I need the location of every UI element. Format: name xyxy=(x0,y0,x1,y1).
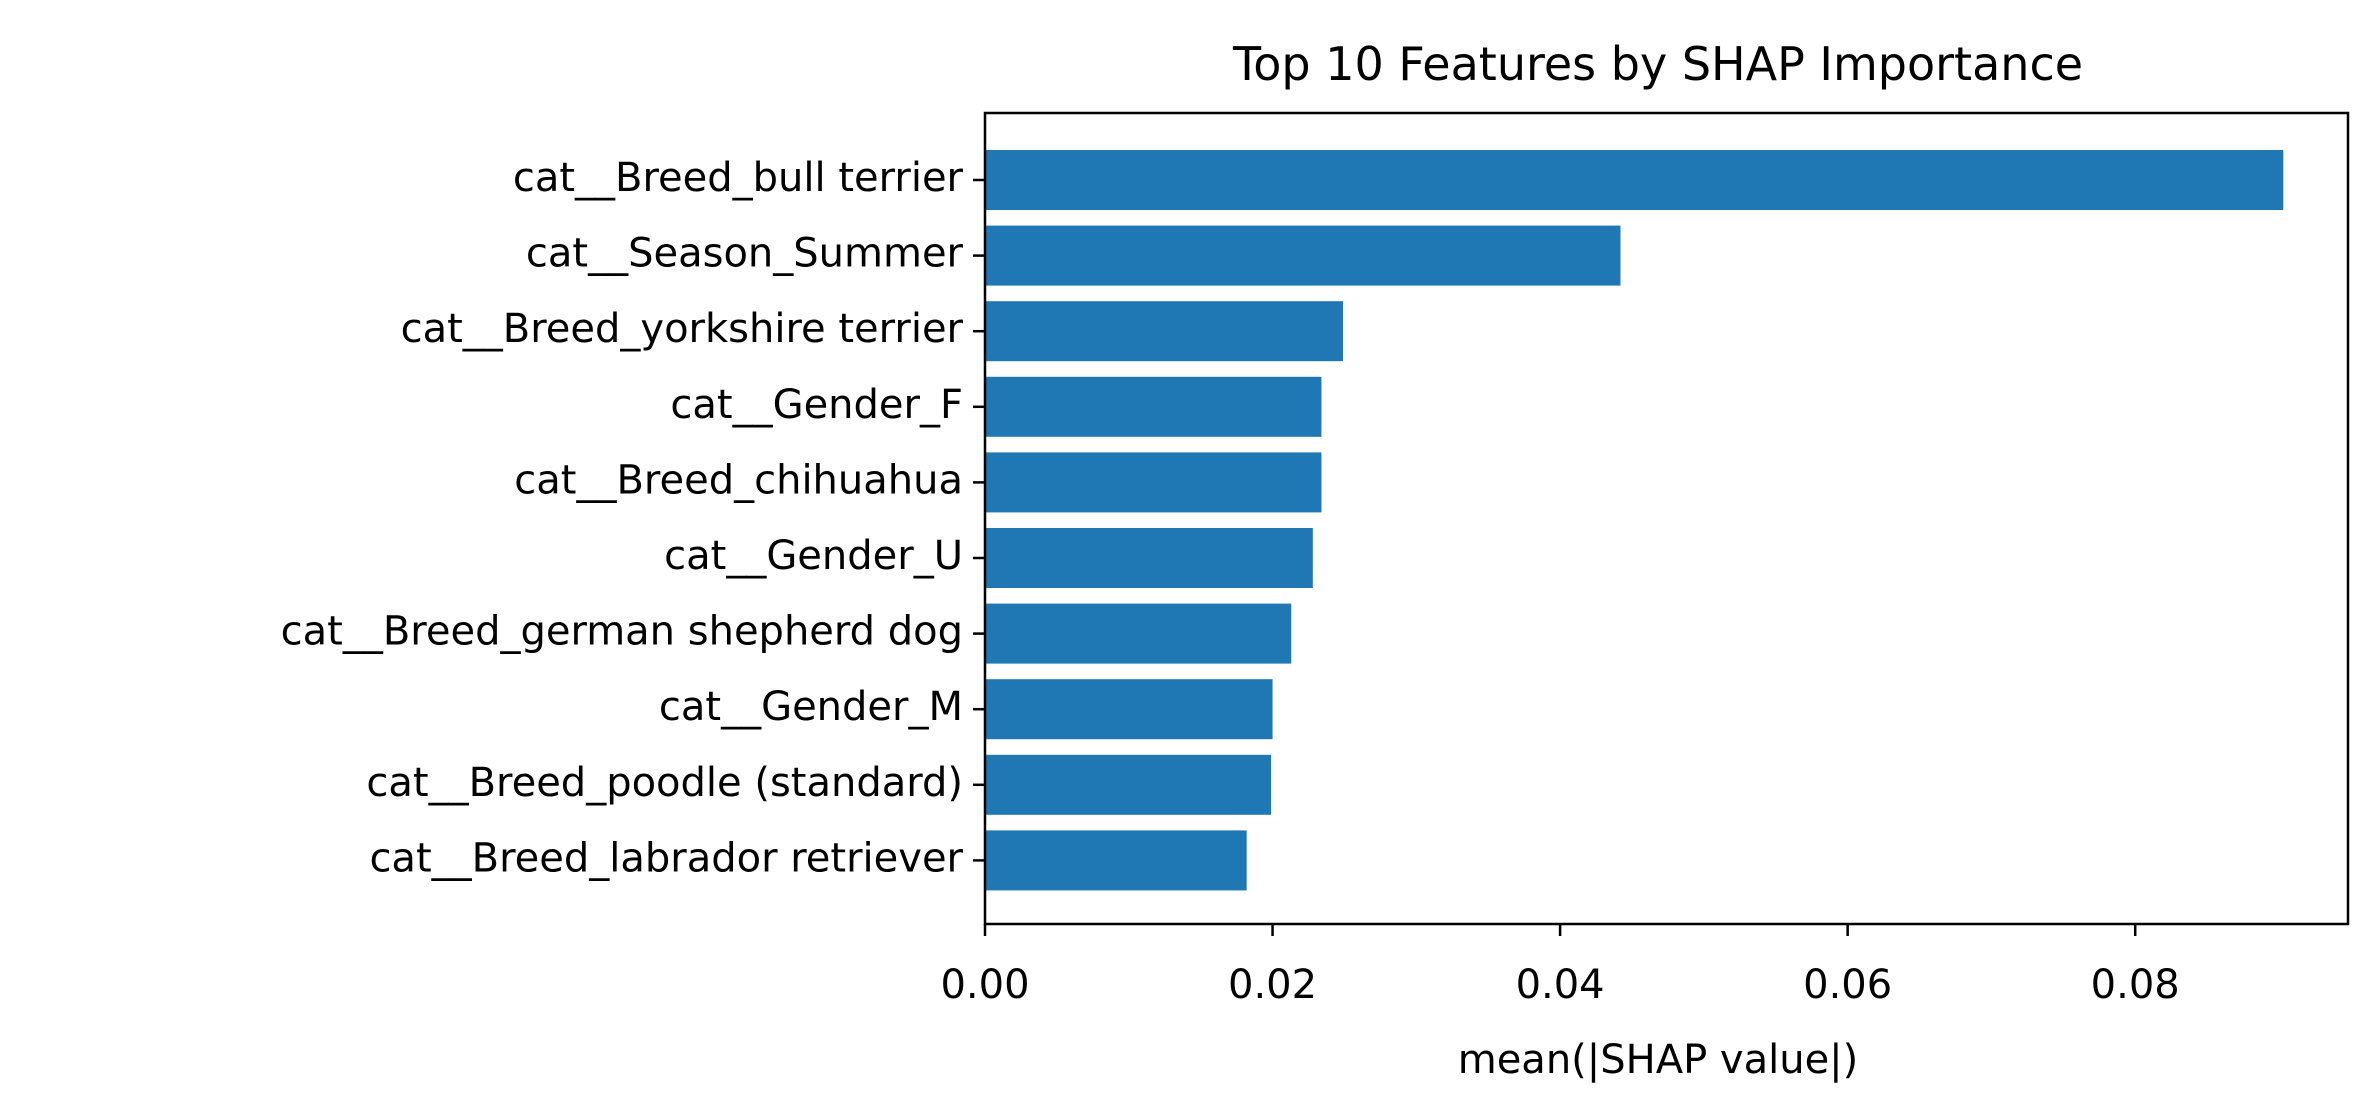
x-tick-label: 0.00 xyxy=(940,962,1029,1008)
x-axis-label: mean(|SHAP value|) xyxy=(1458,1037,1859,1083)
bar xyxy=(985,376,1322,437)
bar xyxy=(985,830,1247,891)
bar xyxy=(985,452,1322,513)
chart-title: Top 10 Features by SHAP Importance xyxy=(1232,37,2083,91)
bar xyxy=(985,528,1313,588)
y-tick-label: cat__Gender_M xyxy=(659,684,963,730)
bar xyxy=(985,225,1621,286)
x-ticks: 0.00 0.02 0.04 0.06 0.08 xyxy=(940,924,2180,1008)
bar xyxy=(985,754,1272,815)
bar xyxy=(985,603,1292,664)
y-tick-label: cat__Breed_yorkshire terrier xyxy=(401,306,964,352)
plot-area-frame xyxy=(983,111,2350,926)
y-tick-label: cat__Breed_poodle (standard) xyxy=(366,760,963,806)
x-tick-label: 0.02 xyxy=(1228,962,1317,1008)
bar xyxy=(985,679,1273,740)
y-tick-label: cat__Season_Summer xyxy=(526,231,964,277)
y-tick-label: cat__Gender_F xyxy=(670,382,963,428)
y-tick-label: cat__Breed_bull terrier xyxy=(513,155,964,201)
y-tick-label: cat__Gender_U xyxy=(664,533,963,579)
y-tick-label: cat__Breed_chihuahua xyxy=(514,457,963,503)
x-tick-label: 0.08 xyxy=(2091,962,2180,1008)
x-tick-label: 0.06 xyxy=(1803,962,1892,1008)
bar xyxy=(985,150,2284,210)
bars-group xyxy=(985,150,2284,891)
x-tick-label: 0.04 xyxy=(1516,962,1605,1008)
y-tick-label: cat__Breed_labrador retriever xyxy=(369,835,963,881)
y-tick-labels: cat__Breed_bull terrier cat__Season_Summe… xyxy=(281,155,985,881)
y-tick-label: cat__Breed_german shepherd dog xyxy=(281,609,963,655)
bar xyxy=(985,301,1344,362)
